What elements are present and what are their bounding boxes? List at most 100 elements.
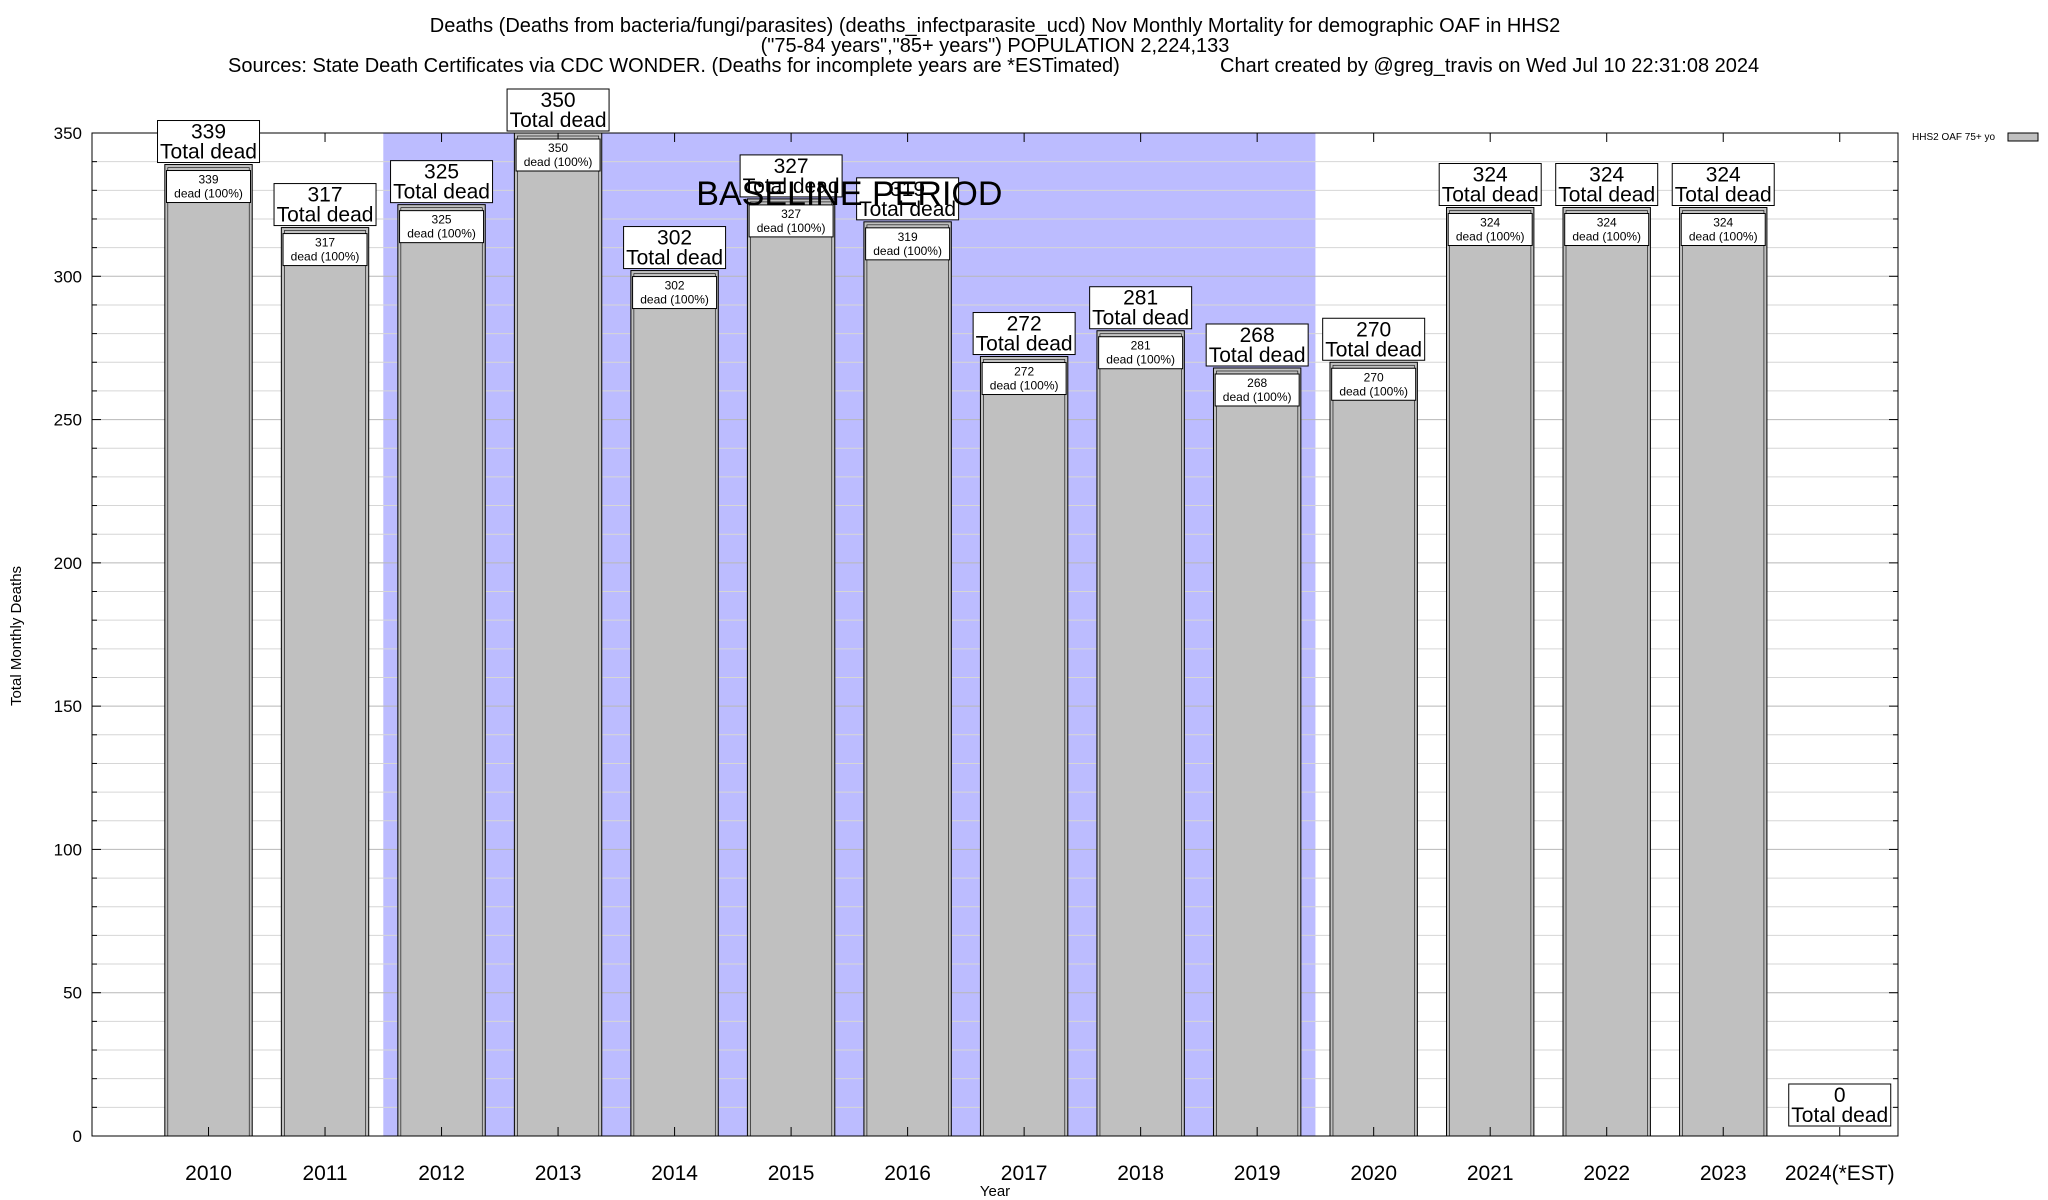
pct-label-box-2012 bbox=[399, 210, 485, 244]
y-tick-label-100: 100 bbox=[54, 840, 82, 859]
pct-label-box-2015 bbox=[748, 204, 834, 238]
total-label-value-2010: 339 bbox=[191, 121, 226, 144]
total-label-text-2021: Total dead bbox=[1442, 184, 1539, 207]
pct-label-value-2014: 302 bbox=[665, 279, 685, 293]
total-label-box-2018 bbox=[1089, 286, 1193, 330]
x-tick-label-2015: 2015 bbox=[768, 1162, 815, 1185]
x-tick-label-2020: 2020 bbox=[1350, 1162, 1397, 1185]
chart-sources: Sources: State Death Certificates via CD… bbox=[228, 55, 1120, 77]
chart-title-line-1: Deaths (Deaths from bacteria/fungi/paras… bbox=[430, 15, 1561, 37]
pct-label-box-2013 bbox=[515, 138, 601, 172]
plot-frame bbox=[91, 132, 1899, 1137]
x-tick-label-2012: 2012 bbox=[418, 1162, 465, 1185]
total-label-text-2023: Total dead bbox=[1675, 184, 1772, 207]
total-label-value-2016: 319 bbox=[890, 178, 925, 201]
y-tick-label-300: 300 bbox=[54, 267, 82, 286]
pct-label-text-2010: dead (100%) bbox=[174, 187, 243, 201]
total-label-text-2016: Total dead bbox=[859, 198, 956, 221]
bar-2010 bbox=[164, 164, 253, 1137]
bar-2015 bbox=[746, 198, 836, 1137]
x-tick-label-2019: 2019 bbox=[1234, 1162, 1281, 1185]
pct-label-value-2017: 272 bbox=[1014, 365, 1034, 379]
total-label-text-2022: Total dead bbox=[1558, 184, 1655, 207]
x-axis-title: Year bbox=[980, 1183, 1010, 1200]
total-label-value-2017: 272 bbox=[1007, 313, 1042, 336]
pct-label-box-2019 bbox=[1214, 373, 1300, 407]
total-label-text-2020: Total dead bbox=[1325, 338, 1422, 361]
pct-label-value-2020: 270 bbox=[1364, 370, 1384, 384]
pct-label-value-2023: 324 bbox=[1713, 216, 1733, 230]
pct-label-box-2011 bbox=[282, 233, 368, 267]
y-tick-label-350: 350 bbox=[54, 124, 82, 143]
total-label-value-2014: 302 bbox=[657, 227, 692, 250]
pct-label-text-2016: dead (100%) bbox=[873, 244, 942, 258]
total-label-box-2020 bbox=[1322, 317, 1426, 361]
pct-label-box-2014 bbox=[632, 276, 718, 310]
pct-label-text-2017: dead (100%) bbox=[990, 379, 1059, 393]
pct-label-value-2019: 268 bbox=[1247, 376, 1267, 390]
total-label-value-2018: 281 bbox=[1123, 287, 1158, 310]
pct-label-value-2018: 281 bbox=[1131, 339, 1151, 353]
total-label-box-2016 bbox=[856, 177, 960, 221]
total-label-value-2022: 324 bbox=[1589, 164, 1624, 187]
total-label-text-2015: Total dead bbox=[743, 175, 840, 198]
x-tick-label-2014: 2014 bbox=[651, 1162, 698, 1185]
pct-label-text-2012: dead (100%) bbox=[407, 227, 476, 241]
total-label-value-2013: 350 bbox=[541, 89, 576, 112]
pct-label-box-2021 bbox=[1447, 213, 1533, 247]
bar-2020 bbox=[1329, 361, 1418, 1137]
total-label-box-2012 bbox=[390, 160, 494, 204]
pct-label-text-2021: dead (100%) bbox=[1456, 230, 1525, 244]
pct-label-text-2015: dead (100%) bbox=[757, 221, 826, 235]
bar-2011 bbox=[280, 227, 370, 1137]
bar-2018 bbox=[1096, 330, 1185, 1137]
x-tick-label-2021: 2021 bbox=[1467, 1162, 1514, 1185]
chart-credit: Chart created by @greg_travis on Wed Jul… bbox=[1220, 55, 1759, 77]
total-label-value-2023: 324 bbox=[1706, 164, 1741, 187]
x-tick-label-2011: 2011 bbox=[302, 1162, 347, 1185]
total-label-value-2019: 268 bbox=[1240, 324, 1275, 347]
pct-label-value-2011: 317 bbox=[315, 236, 335, 250]
total-label-text-2011: Total dead bbox=[277, 204, 374, 227]
total-label-text-2024(*EST): Total dead bbox=[1791, 1104, 1888, 1127]
legend-label: HHS2 OAF 75+ yo bbox=[1912, 132, 1996, 143]
total-label-text-2012: Total dead bbox=[393, 181, 490, 204]
bars bbox=[164, 132, 1768, 1137]
y-tick-label-0: 0 bbox=[73, 1127, 82, 1146]
total-label-box-2017 bbox=[972, 312, 1076, 356]
total-label-value-2012: 325 bbox=[424, 161, 459, 184]
total-label-box-2014 bbox=[623, 226, 727, 270]
y-axis-title: Total Monthly Deaths bbox=[8, 566, 25, 706]
total-label-value-2011: 317 bbox=[308, 184, 343, 207]
x-tick-label-2017: 2017 bbox=[1001, 1162, 1048, 1185]
total-label-text-2018: Total dead bbox=[1092, 307, 1189, 330]
total-label-box-2019 bbox=[1205, 323, 1309, 367]
y-tick-label-50: 50 bbox=[63, 984, 82, 1003]
total-label-box-2013 bbox=[506, 88, 610, 132]
bar-2014 bbox=[630, 270, 719, 1137]
pct-label-text-2013: dead (100%) bbox=[524, 155, 593, 169]
total-label-text-2013: Total dead bbox=[510, 109, 607, 132]
total-label-text-2019: Total dead bbox=[1209, 344, 1306, 367]
total-label-box-2021 bbox=[1438, 163, 1542, 207]
pct-label-box-2010 bbox=[166, 170, 252, 204]
bar-2012 bbox=[397, 204, 486, 1137]
pct-label-value-2016: 319 bbox=[898, 230, 918, 244]
pct-label-value-2013: 350 bbox=[548, 141, 568, 155]
total-label-value-2021: 324 bbox=[1473, 164, 1508, 187]
pct-label-text-2014: dead (100%) bbox=[640, 293, 709, 307]
y-tick-label-150: 150 bbox=[54, 697, 82, 716]
pct-label-text-2020: dead (100%) bbox=[1339, 384, 1408, 398]
chart-title-line-2: ("75-84 years","85+ years") POPULATION 2… bbox=[761, 35, 1230, 57]
pct-label-value-2021: 324 bbox=[1480, 216, 1500, 230]
total-label-box-2010 bbox=[157, 120, 261, 164]
bar-2017 bbox=[979, 356, 1069, 1137]
x-tick-label-2023: 2023 bbox=[1700, 1162, 1747, 1185]
pct-label-text-2022: dead (100%) bbox=[1572, 230, 1641, 244]
x-tick-label-2010: 2010 bbox=[185, 1162, 232, 1185]
x-tick-label-2024(*EST): 2024(*EST) bbox=[1785, 1162, 1895, 1185]
y-tick-label-200: 200 bbox=[54, 554, 82, 573]
pct-label-value-2010: 339 bbox=[199, 173, 219, 187]
